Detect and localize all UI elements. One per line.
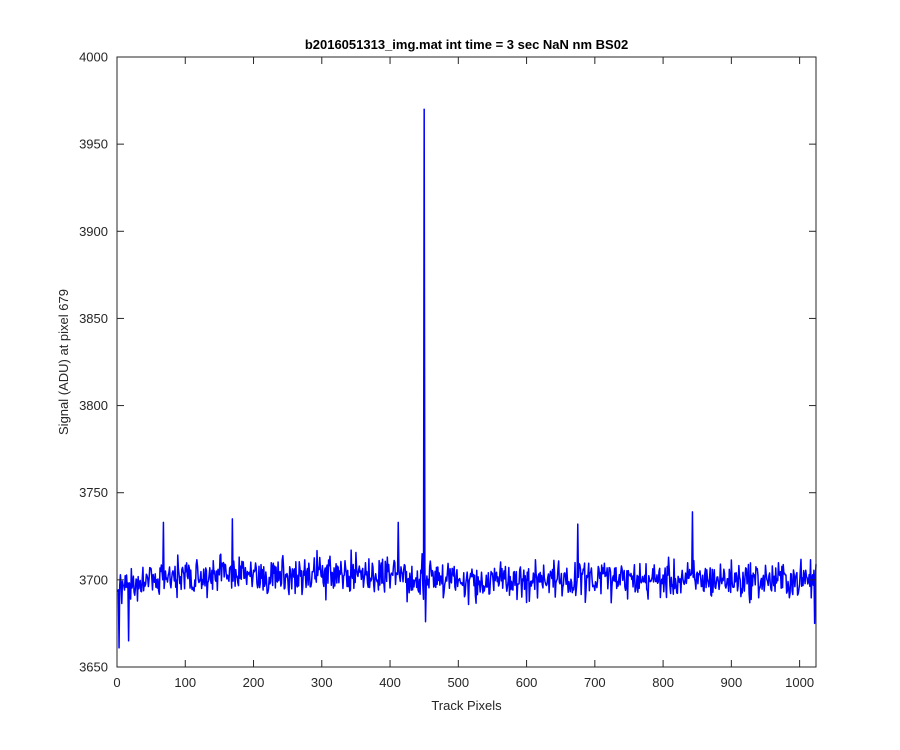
y-tick-label: 3650	[79, 660, 108, 675]
series-line	[116, 108, 817, 649]
y-tick-label: 4000	[79, 50, 108, 65]
data-layer	[116, 108, 817, 649]
x-tick-label: 400	[379, 675, 401, 690]
x-tick-label: 0	[113, 675, 120, 690]
axes-box	[116, 56, 817, 668]
x-tick-label: 800	[652, 675, 674, 690]
y-tick-label: 3750	[79, 485, 108, 500]
x-axis-label: Track Pixels	[431, 698, 502, 713]
x-tick-label: 1000	[785, 675, 814, 690]
x-tick-label: 500	[447, 675, 469, 690]
y-axis-label: Signal (ADU) at pixel 679	[56, 289, 71, 435]
x-tick-label: 200	[243, 675, 265, 690]
chart-title: b2016051313_img.mat int time = 3 sec NaN…	[305, 37, 628, 52]
y-tick-label: 3850	[79, 311, 108, 326]
x-tick-label: 300	[311, 675, 333, 690]
y-tick-label: 3800	[79, 398, 108, 413]
x-tick-label: 900	[721, 675, 743, 690]
x-tick-label: 700	[584, 675, 606, 690]
x-tick-label: 100	[174, 675, 196, 690]
x-tick-label: 600	[516, 675, 538, 690]
y-tick-label: 3900	[79, 224, 108, 239]
y-tick-label: 3950	[79, 137, 108, 152]
ticks-layer: 0 100 200 300 400 500 600 700 800 900 1000 3650 3700…	[79, 50, 816, 690]
y-tick-label: 3700	[79, 572, 108, 587]
